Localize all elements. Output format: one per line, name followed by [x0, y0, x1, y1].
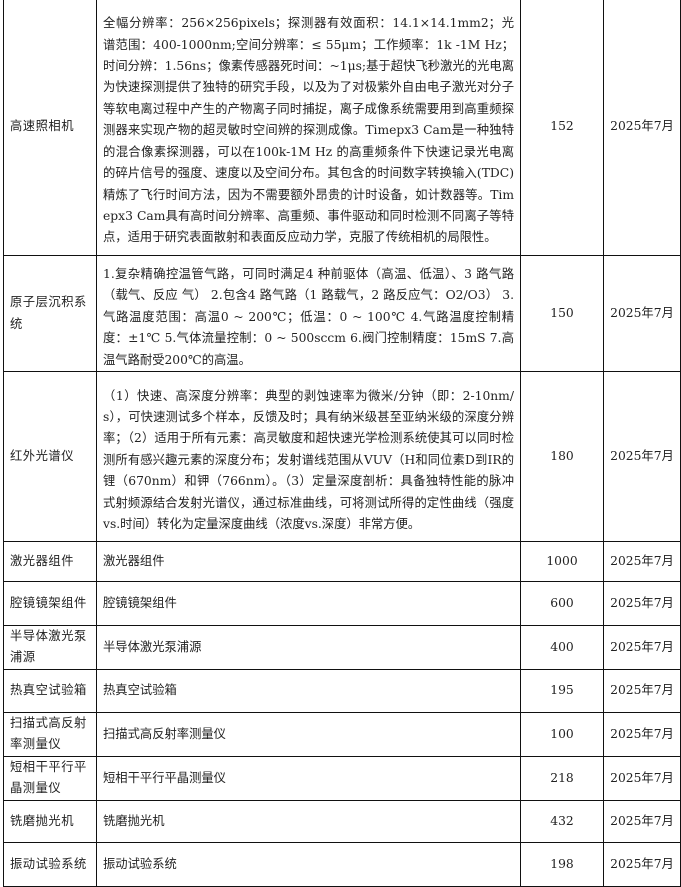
table-row: 高速照相机 全幅分辨率：256×256pixels；探测器有效面积：14.1×14… [3, 0, 681, 256]
equipment-name: 扫描式高反射率测量仪 [3, 711, 97, 757]
equipment-quantity: 100 [520, 711, 604, 757]
equipment-quantity: 180 [520, 371, 604, 543]
delivery-date: 2025年7月 [603, 799, 681, 843]
delivery-date: 2025年7月 [603, 581, 681, 627]
table-row: 腔镜镜架组件 腔镜镜架组件 600 2025年7月 [3, 581, 681, 627]
delivery-date: 2025年7月 [603, 711, 681, 757]
table-row: 半导体激光泵浦源 半导体激光泵浦源 400 2025年7月 [3, 625, 681, 670]
equipment-description: 腔镜镜架组件 [96, 581, 521, 627]
equipment-name: 腔镜镜架组件 [3, 581, 97, 627]
equipment-description: 热真空试验箱 [96, 668, 521, 713]
table-row: 原子层沉积系统 1.复杂精确控温管气路，可同时满足4 种前驱体（高温、低温）、3 … [3, 254, 681, 373]
equipment-table: 高速照相机 全幅分辨率：256×256pixels；探测器有效面积：14.1×14… [3, 0, 681, 887]
equipment-name: 铣磨抛光机 [3, 799, 97, 843]
delivery-date: 2025年7月 [603, 541, 681, 583]
equipment-quantity: 195 [520, 668, 604, 713]
delivery-date: 2025年7月 [603, 625, 681, 670]
delivery-date: 2025年7月 [603, 841, 681, 887]
equipment-name: 红外光谱仪 [3, 371, 97, 543]
delivery-date: 2025年7月 [603, 0, 681, 256]
equipment-quantity: 432 [520, 799, 604, 843]
table-row: 红外光谱仪 （1）快速、高深度分辨率：典型的剥蚀速率为微米/分钟（即：2-10nm… [3, 371, 681, 543]
table-row: 短相干平行平晶测量仪 短相干平行平晶测量仪 218 2025年7月 [3, 755, 681, 801]
equipment-name: 半导体激光泵浦源 [3, 625, 97, 670]
equipment-description: 铣磨抛光机 [96, 799, 521, 843]
equipment-description: 振动试验系统 [96, 841, 521, 887]
delivery-date: 2025年7月 [603, 254, 681, 373]
equipment-description: 激光器组件 [96, 541, 521, 583]
delivery-date: 2025年7月 [603, 755, 681, 801]
equipment-name: 热真空试验箱 [3, 668, 97, 713]
equipment-name: 短相干平行平晶测量仪 [3, 755, 97, 801]
equipment-name: 原子层沉积系统 [3, 254, 97, 373]
equipment-name: 高速照相机 [3, 0, 97, 256]
table-row: 热真空试验箱 热真空试验箱 195 2025年7月 [3, 668, 681, 713]
equipment-description: 扫描式高反射率测量仪 [96, 711, 521, 757]
table-row: 扫描式高反射率测量仪 扫描式高反射率测量仪 100 2025年7月 [3, 711, 681, 757]
equipment-quantity: 600 [520, 581, 604, 627]
equipment-name: 振动试验系统 [3, 841, 97, 887]
equipment-description: 短相干平行平晶测量仪 [96, 755, 521, 801]
equipment-quantity: 150 [520, 254, 604, 373]
table-row: 振动试验系统 振动试验系统 198 2025年7月 [3, 841, 681, 887]
equipment-quantity: 1000 [520, 541, 604, 583]
delivery-date: 2025年7月 [603, 371, 681, 543]
equipment-description: 1.复杂精确控温管气路，可同时满足4 种前驱体（高温、低温）、3 路气路（载气、… [96, 254, 521, 373]
delivery-date: 2025年7月 [603, 668, 681, 713]
equipment-description: 半导体激光泵浦源 [96, 625, 521, 670]
equipment-quantity: 152 [520, 0, 604, 256]
equipment-quantity: 400 [520, 625, 604, 670]
equipment-description: 全幅分辨率：256×256pixels；探测器有效面积：14.1×14.1mm2… [96, 0, 521, 256]
table-row: 激光器组件 激光器组件 1000 2025年7月 [3, 541, 681, 583]
table-row: 铣磨抛光机 铣磨抛光机 432 2025年7月 [3, 799, 681, 843]
equipment-quantity: 198 [520, 841, 604, 887]
equipment-description: （1）快速、高深度分辨率：典型的剥蚀速率为微米/分钟（即：2-10nm/s），可… [96, 371, 521, 543]
equipment-quantity: 218 [520, 755, 604, 801]
equipment-name: 激光器组件 [3, 541, 97, 583]
